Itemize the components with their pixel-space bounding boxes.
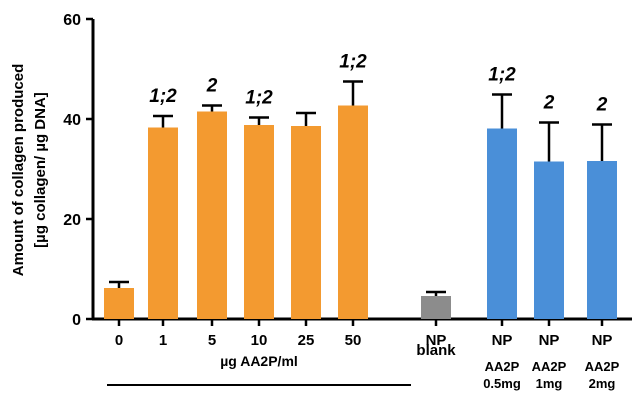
x-tick-label: 50 xyxy=(345,332,362,349)
significance-label: 1;2 xyxy=(245,88,273,109)
bar xyxy=(487,128,517,319)
bar xyxy=(291,126,321,319)
x-tick-label: NP xyxy=(492,332,513,349)
significance-label: 1;2 xyxy=(339,52,367,73)
x-sub-labels: blank AA2P 0.5mg AA2P 1mg AA2P 2mg xyxy=(416,342,619,391)
x-sub-label: AA2P 1mg xyxy=(532,359,567,391)
bar xyxy=(197,111,227,319)
group-label: µg AA2P/ml xyxy=(220,353,298,369)
significance-label: 2 xyxy=(206,76,218,97)
bar xyxy=(338,105,368,319)
significance-label: 1;2 xyxy=(488,65,516,86)
x-tick-label: 5 xyxy=(208,332,216,349)
significance-label: 2 xyxy=(543,93,555,114)
significance-labels: 1;2 2 1;2 1;2 1;2 2 2 xyxy=(149,52,607,116)
x-sub-label: blank xyxy=(416,342,456,359)
x-tick-labels: 0 1 5 10 25 50 NP NP NP NP xyxy=(115,319,613,349)
significance-label: 1;2 xyxy=(149,86,177,107)
x-tick-label: NP xyxy=(426,332,447,349)
bar xyxy=(244,125,274,319)
x-tick-label: 25 xyxy=(298,332,315,349)
y-tick-label: 40 xyxy=(63,112,81,129)
y-tick-label: 20 xyxy=(63,212,81,229)
y-axis-unit: [µg collagen/ µg DNA] xyxy=(32,92,49,248)
y-tick-label: 0 xyxy=(72,312,81,329)
y-axis-title: Amount of collagen produced xyxy=(10,64,27,277)
bars xyxy=(104,105,617,319)
error-bars xyxy=(109,80,612,296)
bar xyxy=(421,296,451,319)
x-tick-label: NP xyxy=(592,332,613,349)
bar xyxy=(148,127,178,319)
x-sub-label: AA2P 2mg xyxy=(585,359,620,391)
x-tick-label: 0 xyxy=(115,332,123,349)
bar xyxy=(104,288,134,319)
y-ticks: 0 20 40 60 xyxy=(63,12,93,329)
significance-label: 2 xyxy=(596,95,608,116)
x-tick-label: NP xyxy=(539,332,560,349)
bar xyxy=(587,161,617,319)
x-tick-label: 10 xyxy=(251,332,268,349)
y-tick-label: 60 xyxy=(63,12,81,29)
x-tick-label: 1 xyxy=(159,332,167,349)
bar xyxy=(534,161,564,319)
x-sub-label: AA2P 0.5mg xyxy=(483,359,521,391)
